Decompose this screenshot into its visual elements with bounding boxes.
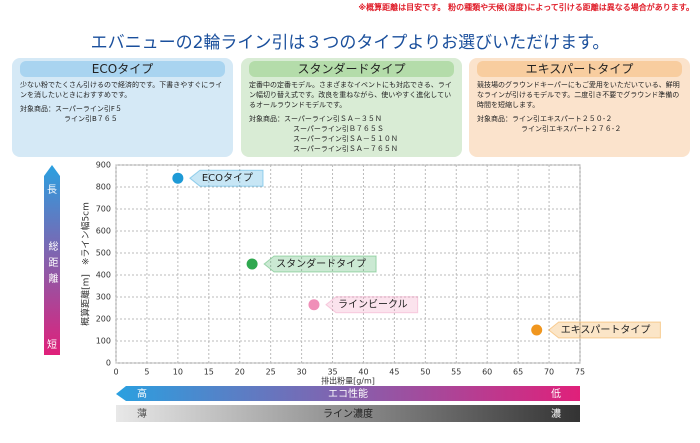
point — [246, 258, 258, 270]
y-tick-label: 200 — [96, 315, 111, 324]
x-tick-label: 60 — [482, 368, 492, 377]
x-tick-label: 70 — [544, 368, 554, 377]
x-tick-label: 5 — [144, 368, 149, 377]
eco-arrow — [116, 386, 580, 401]
card-description: 定番中の定番モデル。さまざまなイベントにも対応できる、ライン幅切り替え式です。改… — [249, 81, 452, 109]
series-label: エキスパートタイプ — [561, 324, 651, 336]
scale-label: 低 — [551, 387, 561, 400]
scale-label: エコ性能 — [328, 387, 368, 400]
x-tick-label: 20 — [235, 368, 245, 377]
x-axis-label: 排出粉量[g/m] — [321, 376, 375, 386]
card: ECOタイプ 少ない粉でたくさん引けるので経済的です。下書きやすぐにラインを消した… — [12, 58, 233, 157]
scale-label: 総距離 — [46, 240, 58, 289]
card-title: エキスパートタイプ — [477, 61, 682, 77]
plot-area — [115, 164, 581, 364]
note: ※概算距離は目安です。 粉の種類や天候(湿度)によって引ける距離は異なる場合があ… — [358, 3, 694, 12]
x-tick-label: 75 — [575, 368, 585, 377]
x-tick-label: 55 — [451, 368, 461, 377]
x-tick-label: 65 — [513, 368, 523, 377]
card: スタンダードタイプ定番中の定番モデル。さまざまなイベントにも対応できる、ライン幅… — [241, 58, 462, 157]
series-label: スタンダードタイプ — [276, 257, 366, 270]
series-label: ECOタイプ — [202, 172, 253, 184]
card-title: スタンダードタイプ — [249, 61, 454, 77]
scale-label: 薄 — [137, 407, 147, 420]
density-bar — [116, 405, 580, 422]
card-description: 少ない粉でたくさん引けるので経済的です。下書きやすぐにラインを消したいときにおす… — [20, 81, 223, 99]
point — [531, 324, 543, 336]
label-callout — [547, 321, 661, 339]
label-callout — [263, 255, 377, 273]
x-tick-label: 40 — [358, 368, 368, 377]
y-tick-label: 800 — [96, 183, 111, 192]
y-tick-label: 500 — [96, 249, 111, 258]
y-tick-label: 100 — [96, 337, 111, 346]
label-callout — [189, 169, 264, 187]
product: スーパーライン引ＳＡ－５１０Ｎ — [293, 135, 398, 143]
x-tick-label: 0 — [113, 368, 118, 377]
x-tick-label: 30 — [297, 368, 307, 377]
x-tick-label: 25 — [266, 368, 276, 377]
product: 対象商品：ライン引エキスパート２５０-２ — [477, 115, 613, 123]
x-tick-label: 35 — [327, 368, 337, 377]
scale-label: 短 — [47, 338, 57, 351]
y-tick-label: 700 — [96, 205, 111, 214]
card-description: 競技場のグラウンドキーパーにもご愛用をいただいている、鮮明なラインが引けるモデル… — [477, 81, 680, 109]
scale-label: 高 — [137, 387, 147, 400]
product: スーパーライン引Ｂ７６５Ｓ — [293, 125, 384, 133]
page-title: エバニューの2輪ライン引は３つのタイプよりお選びいただけます。 — [90, 33, 610, 53]
product: スーパーライン引ＳＡ－７６５Ｎ — [293, 145, 398, 153]
scale-label: 濃 — [551, 407, 561, 420]
product: 対象商品：スーパーライン引F５ — [20, 105, 122, 113]
x-tick-label: 10 — [173, 368, 183, 377]
distance-arrow — [44, 165, 60, 355]
series-label: ラインビークル — [338, 299, 408, 311]
point — [172, 172, 184, 184]
product: 対象商品：スーパーライン引ＳＡ－３５Ｎ — [249, 115, 382, 123]
x-tick-label: 45 — [389, 368, 399, 377]
x-tick-label: 15 — [204, 368, 214, 377]
product: ライン引B７６５ — [64, 115, 118, 123]
y-tick-label: 300 — [96, 293, 111, 302]
scale-label: 長 — [47, 184, 57, 196]
y-tick-label: 400 — [96, 271, 111, 280]
label-callout — [325, 296, 419, 314]
card: エキスパートタイプ競技場のグラウンドキーパーにもご愛用をいただいている、鮮明なラ… — [469, 58, 690, 157]
point — [308, 299, 320, 311]
scale-label: ライン濃度 — [323, 407, 373, 420]
y-tick-label: 900 — [96, 161, 111, 170]
card-title: ECOタイプ — [20, 61, 225, 77]
y-tick-label: 600 — [96, 227, 111, 236]
x-tick-label: 50 — [420, 368, 430, 377]
y-tick-label: 0 — [106, 359, 111, 368]
product: ライン引エキスパート２７６-２ — [521, 125, 622, 133]
y-axis-label: 概算距離[m] ※ライン幅5cm — [80, 202, 92, 326]
